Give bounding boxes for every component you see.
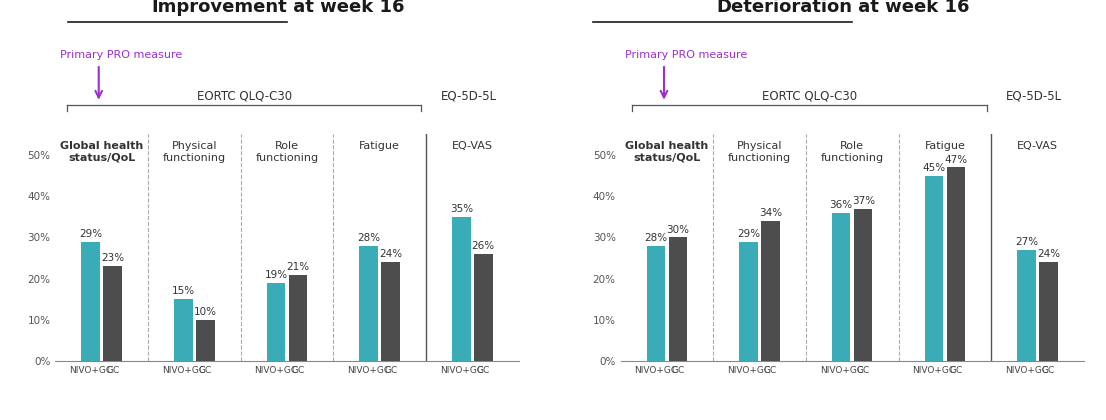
Bar — [196, 320, 215, 361]
Text: 37%: 37% — [852, 196, 875, 206]
Bar — [174, 299, 192, 361]
Text: 24%: 24% — [1037, 249, 1061, 259]
Text: 29%: 29% — [79, 229, 102, 239]
Text: 34%: 34% — [759, 208, 782, 218]
Text: Role
functioning: Role functioning — [255, 141, 319, 163]
Text: 10%: 10% — [194, 307, 217, 317]
Text: Fatigue: Fatigue — [925, 141, 966, 151]
Text: Global health
status/QoL: Global health status/QoL — [60, 141, 144, 163]
Text: EORTC QLQ-C30: EORTC QLQ-C30 — [197, 89, 292, 102]
Bar — [925, 176, 943, 361]
Bar — [452, 217, 470, 361]
Text: Fatigue: Fatigue — [359, 141, 400, 151]
Text: 26%: 26% — [472, 241, 494, 251]
Text: Primary PRO measure: Primary PRO measure — [625, 50, 748, 60]
Bar — [1018, 250, 1036, 361]
Text: 27%: 27% — [1015, 237, 1039, 247]
Bar — [1040, 262, 1057, 361]
Text: 45%: 45% — [922, 163, 946, 173]
Text: 24%: 24% — [379, 249, 403, 259]
Bar — [103, 266, 122, 361]
Text: 21%: 21% — [286, 262, 310, 272]
Text: 47%: 47% — [945, 155, 968, 165]
Text: Physical
functioning: Physical functioning — [728, 141, 791, 163]
Bar — [947, 168, 966, 361]
Bar — [647, 246, 665, 361]
Text: EQ-VAS: EQ-VAS — [451, 141, 493, 151]
Bar — [739, 241, 758, 361]
Text: EQ-VAS: EQ-VAS — [1018, 141, 1058, 151]
Text: Global health
status/QoL: Global health status/QoL — [625, 141, 709, 163]
Text: at week 16: at week 16 — [286, 0, 405, 16]
Text: 29%: 29% — [737, 229, 760, 239]
Bar — [832, 213, 851, 361]
Bar — [82, 241, 100, 361]
Text: Physical
functioning: Physical functioning — [163, 141, 226, 163]
Text: 30%: 30% — [667, 225, 689, 235]
Text: Deterioration: Deterioration — [717, 0, 853, 16]
Bar — [761, 221, 780, 361]
Text: 35%: 35% — [450, 204, 473, 214]
Text: Primary PRO measure: Primary PRO measure — [60, 50, 182, 60]
Bar — [474, 254, 492, 361]
Text: 23%: 23% — [101, 253, 124, 263]
Bar — [669, 237, 687, 361]
Text: 28%: 28% — [645, 233, 667, 243]
Text: at week 16: at week 16 — [853, 0, 970, 16]
Text: 19%: 19% — [264, 270, 288, 280]
Bar — [267, 283, 285, 361]
Bar — [359, 246, 378, 361]
Text: EORTC QLQ-C30: EORTC QLQ-C30 — [762, 89, 857, 102]
Bar — [854, 209, 873, 361]
Text: 36%: 36% — [830, 200, 853, 210]
Text: Role
functioning: Role functioning — [821, 141, 884, 163]
Text: 28%: 28% — [357, 233, 380, 243]
Bar — [382, 262, 400, 361]
Bar — [289, 275, 307, 361]
Text: EQ-5D-5L: EQ-5D-5L — [441, 89, 497, 102]
Text: Improvement: Improvement — [152, 0, 286, 16]
Text: EQ-5D-5L: EQ-5D-5L — [1006, 89, 1062, 102]
Text: 15%: 15% — [171, 286, 195, 297]
